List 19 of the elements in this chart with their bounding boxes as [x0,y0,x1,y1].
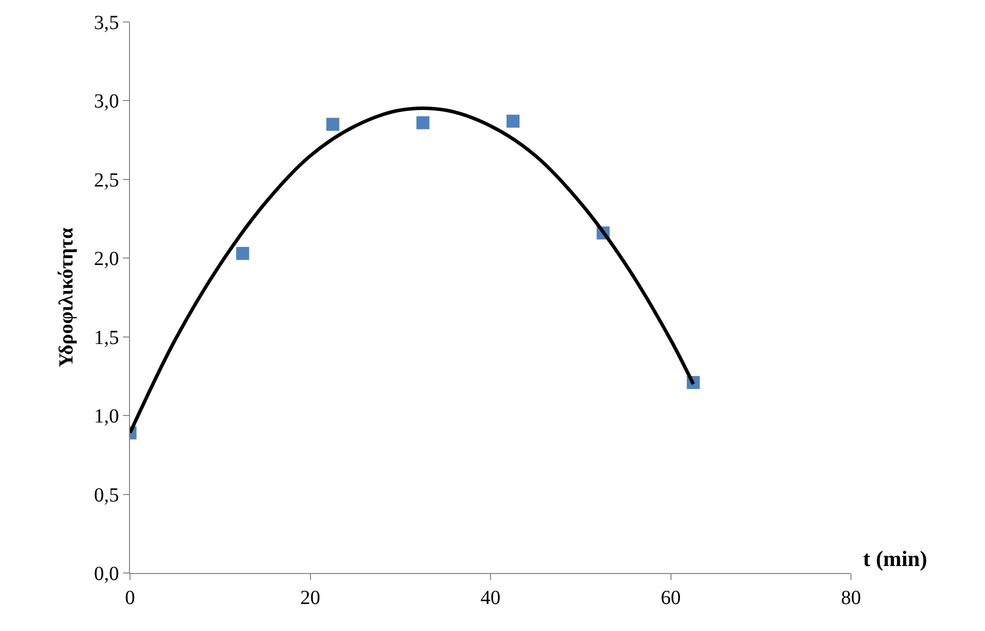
y-tick-label: 2,5 [94,169,119,192]
point [236,246,250,260]
x-tick-label: 40 [480,587,500,609]
x-tick-label: 80 [841,587,861,609]
x-axis-title: t (min) [863,546,928,571]
y-tick-label: 2,0 [94,248,119,270]
y-tick-label: 0,0 [94,563,119,585]
y-tick-label: 1,5 [94,326,119,349]
y-tick-label: 0,5 [94,484,119,506]
point [416,116,430,130]
y-tick-label: 3,0 [94,90,119,113]
x-tick-label: 20 [300,587,320,609]
y-tick-label: 3,5 [94,12,119,34]
y-axis-title: Υδροφιλικότητα [56,228,78,368]
x-tick-label: 60 [660,587,681,609]
x-tick-label: 0 [125,587,135,609]
point [326,118,340,131]
point [506,114,520,128]
y-tick-label: 1,0 [94,406,119,428]
